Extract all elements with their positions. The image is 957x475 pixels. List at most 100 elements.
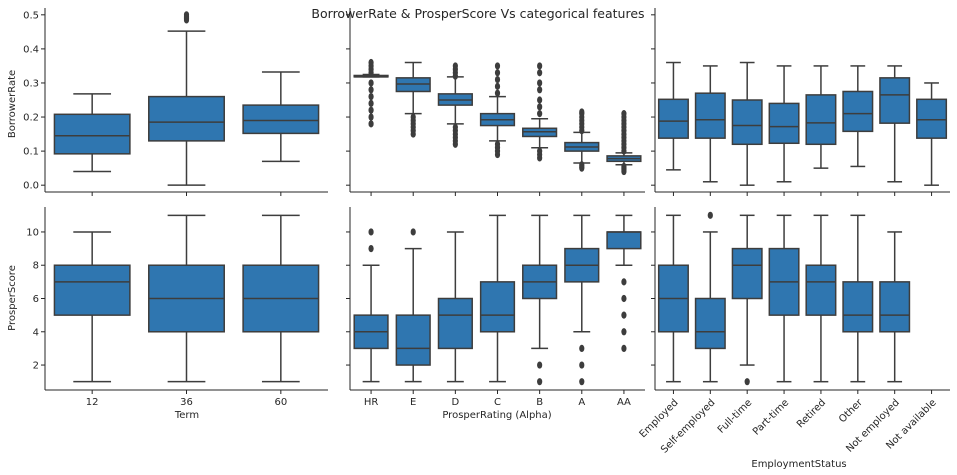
x-tick-label: AA [617,397,631,408]
y-tick-label: 6 [33,294,39,305]
flier-point [537,103,543,111]
x-axis-label-term: Term [174,410,199,421]
y-axis-label-prosperscore: ProsperScore [7,265,18,331]
subplot-0-1 [346,8,645,196]
flier-point [621,328,627,336]
y-axis-label-borrowerrate: BorrowerRate [7,70,18,138]
flier-point [537,361,543,369]
y-tick-label: 2 [33,361,39,372]
chart-title: BorrowerRate & ProsperScore Vs categoric… [311,6,644,21]
flier-point [537,96,543,104]
box [395,314,431,366]
box [606,231,642,250]
x-tick-label: B [536,397,543,408]
box [53,113,131,155]
y-tick-label: 0.4 [23,44,39,55]
subplot-0-2 [651,8,950,196]
flier-point [707,211,713,219]
flier-point [452,62,458,70]
flier-point [410,228,416,236]
box [805,264,837,316]
x-tick-label: 36 [180,397,193,408]
flier-point [621,110,627,118]
flier-point [494,82,501,90]
flier-point [410,113,416,121]
box [53,264,131,316]
y-tick-label: 8 [33,261,39,272]
flier-point [537,69,543,77]
flier-point [537,110,543,118]
flier-point [744,378,750,386]
y-tick-label: 0.3 [23,78,39,89]
x-axis-label-employmentstatus: EmploymentStatus [751,459,846,470]
x-tick-label: 60 [274,397,287,408]
y-tick-label: 10 [26,227,39,238]
flier-point [579,344,585,353]
box [437,297,473,350]
flier-point [494,62,501,70]
flier-point [621,294,627,303]
box [242,104,320,135]
box [148,95,225,142]
x-tick-label: Retired [795,397,828,430]
box [657,98,689,139]
flier-point [621,311,627,319]
box [805,94,837,146]
flier-point [368,244,374,253]
box [731,99,763,146]
flier-point [579,108,585,116]
x-tick-label: HR [364,397,379,408]
flier-point [368,228,374,236]
flier-point [537,86,543,94]
box [916,98,948,139]
x-tick-label: D [452,397,460,408]
box [694,92,726,139]
flier-point [494,75,501,84]
x-tick-label: Full-time [716,397,754,435]
flier-point [537,79,543,87]
flier-point [368,92,374,101]
subplot-1-1: HR E D C B A AA [346,207,645,408]
flier-point [621,344,627,353]
x-tick-label: Part-time [751,397,791,437]
flier-point [579,378,585,386]
subplot-1-0: 2 4 6 8 10 12 36 60 [26,207,328,408]
flier-point [537,62,543,70]
flier-point [579,361,585,369]
x-tick-label: Other [837,397,865,425]
flier-point [494,69,501,77]
flier-point [537,147,543,155]
y-tick-label: 4 [33,327,39,338]
y-tick-label: 0.2 [23,113,39,124]
subplot-0-0: 0.0 0.1 0.2 0.3 0.4 0.5 [23,8,328,196]
flier-point [579,161,585,169]
box [879,281,911,333]
box [479,281,516,333]
x-tick-label: A [578,397,585,408]
flier-point [494,89,501,97]
y-tick-label: 0.5 [23,10,39,21]
box [842,281,874,333]
x-tick-label: E [410,397,416,408]
flier-point [368,86,374,94]
flier-point [621,162,627,171]
flier-point [621,278,627,286]
box [694,297,726,350]
x-axis-label-prosperrating: ProsperRating (Alpha) [442,410,551,421]
flier-point [368,106,374,114]
flier-point [368,58,374,67]
flier-point [368,99,374,108]
y-tick-label: 0.1 [23,147,39,158]
x-tick-label: C [494,397,501,408]
flier-point [368,120,374,128]
box [842,90,874,133]
x-tick-label: 12 [86,397,99,408]
y-tick-label: 0.0 [23,181,39,192]
box [768,102,800,145]
flier-point [452,123,458,131]
flier-point [183,11,190,19]
box [731,247,763,300]
